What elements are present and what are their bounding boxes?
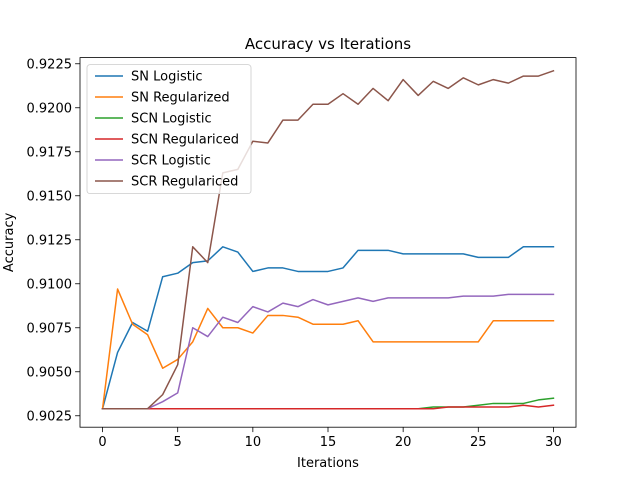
x-tick-label: 20 xyxy=(395,435,412,450)
y-tick-label: 0.9175 xyxy=(27,145,73,160)
y-tick-label: 0.9025 xyxy=(27,409,73,424)
x-tick-label: 15 xyxy=(320,435,337,450)
y-tick-label: 0.9225 xyxy=(27,57,73,72)
legend-label-sn-regularized: SN Regularized xyxy=(131,91,230,106)
y-tick-label: 0.9050 xyxy=(27,365,73,380)
x-tick-label: 0 xyxy=(98,435,106,450)
legend: SN Logistic SN Regularized SCN Logistic SCN… xyxy=(86,64,252,194)
x-tick-label: 30 xyxy=(545,435,562,450)
y-axis-label: Accuracy xyxy=(2,212,17,272)
legend-label-scr-logistic: SCR Logistic xyxy=(131,154,211,169)
x-tick-label: 10 xyxy=(245,435,262,450)
series-lines xyxy=(101,69,555,410)
series-line-scn-regulariced xyxy=(101,404,555,410)
legend-label-scr-regulariced: SCR Regulariced xyxy=(131,175,238,190)
y-axis-ticks: 0.9025 0.9050 0.9075 0.9100 0.9125 0.9150 0.91… xyxy=(27,57,80,424)
legend-label-sn-logistic: SN Logistic xyxy=(131,70,203,85)
y-tick-label: 0.9125 xyxy=(27,233,73,248)
y-tick-label: 0.9200 xyxy=(27,101,73,116)
legend-label-scn-logistic: SCN Logistic xyxy=(131,112,212,127)
y-tick-label: 0.9100 xyxy=(27,277,73,292)
x-axis-ticks: 0 5 10 15 20 25 30 xyxy=(98,427,562,450)
legend-label-scn-regulariced: SCN Regulariced xyxy=(131,133,239,148)
y-tick-label: 0.9075 xyxy=(27,321,73,336)
legend-box xyxy=(86,64,252,194)
series-line-scr-regulariced xyxy=(101,69,555,410)
x-tick-label: 5 xyxy=(174,435,182,450)
x-axis-label: Iterations xyxy=(297,456,359,471)
chart-title: Accuracy vs Iterations xyxy=(245,35,411,53)
x-tick-label: 25 xyxy=(470,435,487,450)
series-line-scr-logistic xyxy=(101,293,555,410)
y-tick-label: 0.9150 xyxy=(27,189,73,204)
series-line-sn-logistic xyxy=(101,246,555,410)
